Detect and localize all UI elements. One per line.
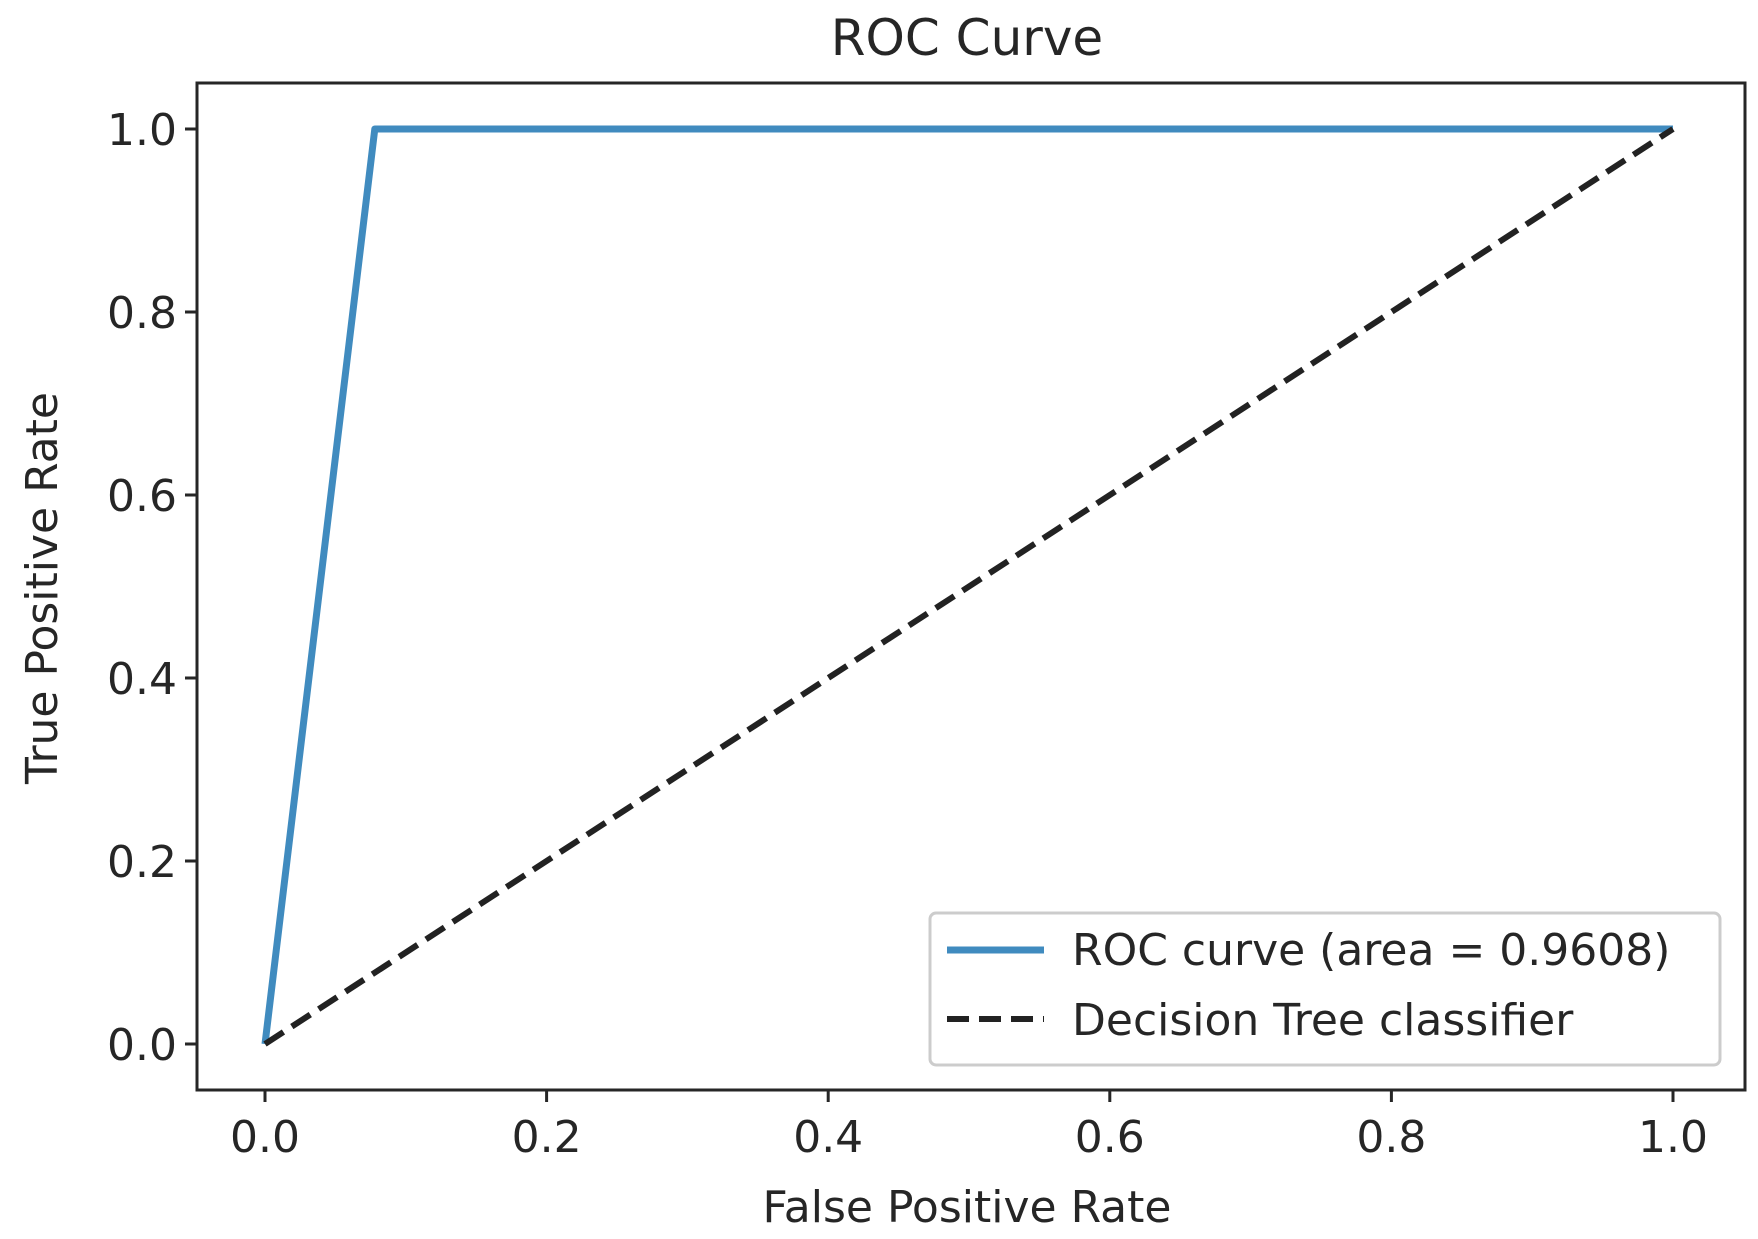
x-tick-label-2: 0.4	[793, 1112, 863, 1163]
legend-label-roc: ROC curve (area = 0.9608)	[1072, 925, 1670, 976]
x-tick-label-4: 0.8	[1356, 1112, 1426, 1163]
y-tick-label-5: 1.0	[107, 105, 177, 156]
y-tick-label-1: 0.2	[107, 837, 177, 888]
x-tick-label-0: 0.0	[230, 1112, 300, 1163]
y-axis-label: True Positive Rate	[17, 392, 68, 785]
x-axis-label: False Positive Rate	[763, 1182, 1172, 1233]
y-tick-label-0: 0.0	[107, 1020, 177, 1071]
legend: ROC curve (area = 0.9608) Decision Tree …	[928, 911, 1722, 1067]
plot-area: 0.0 0.2 0.4 0.6 0.8 1.0 0.0 0.2 0.4 0.6 0.8 1.0	[107, 81, 1747, 1163]
x-tick-label-3: 0.6	[1075, 1112, 1145, 1163]
series-line-0	[261, 125, 1673, 1045]
y-tick-label-4: 0.8	[107, 288, 177, 339]
y-tick-label-3: 0.6	[107, 471, 177, 522]
y-tick-label-2: 0.4	[107, 654, 177, 705]
x-tick-label-5: 1.0	[1638, 1112, 1708, 1163]
x-tick-label-1: 0.2	[512, 1112, 582, 1163]
chart-title: ROC Curve	[831, 9, 1103, 67]
axes-frame	[195, 81, 1747, 1092]
legend-label-classifier: Decision Tree classifier	[1072, 995, 1574, 1046]
legend-box	[928, 911, 1722, 1067]
series-line-1	[263, 126, 1675, 1047]
